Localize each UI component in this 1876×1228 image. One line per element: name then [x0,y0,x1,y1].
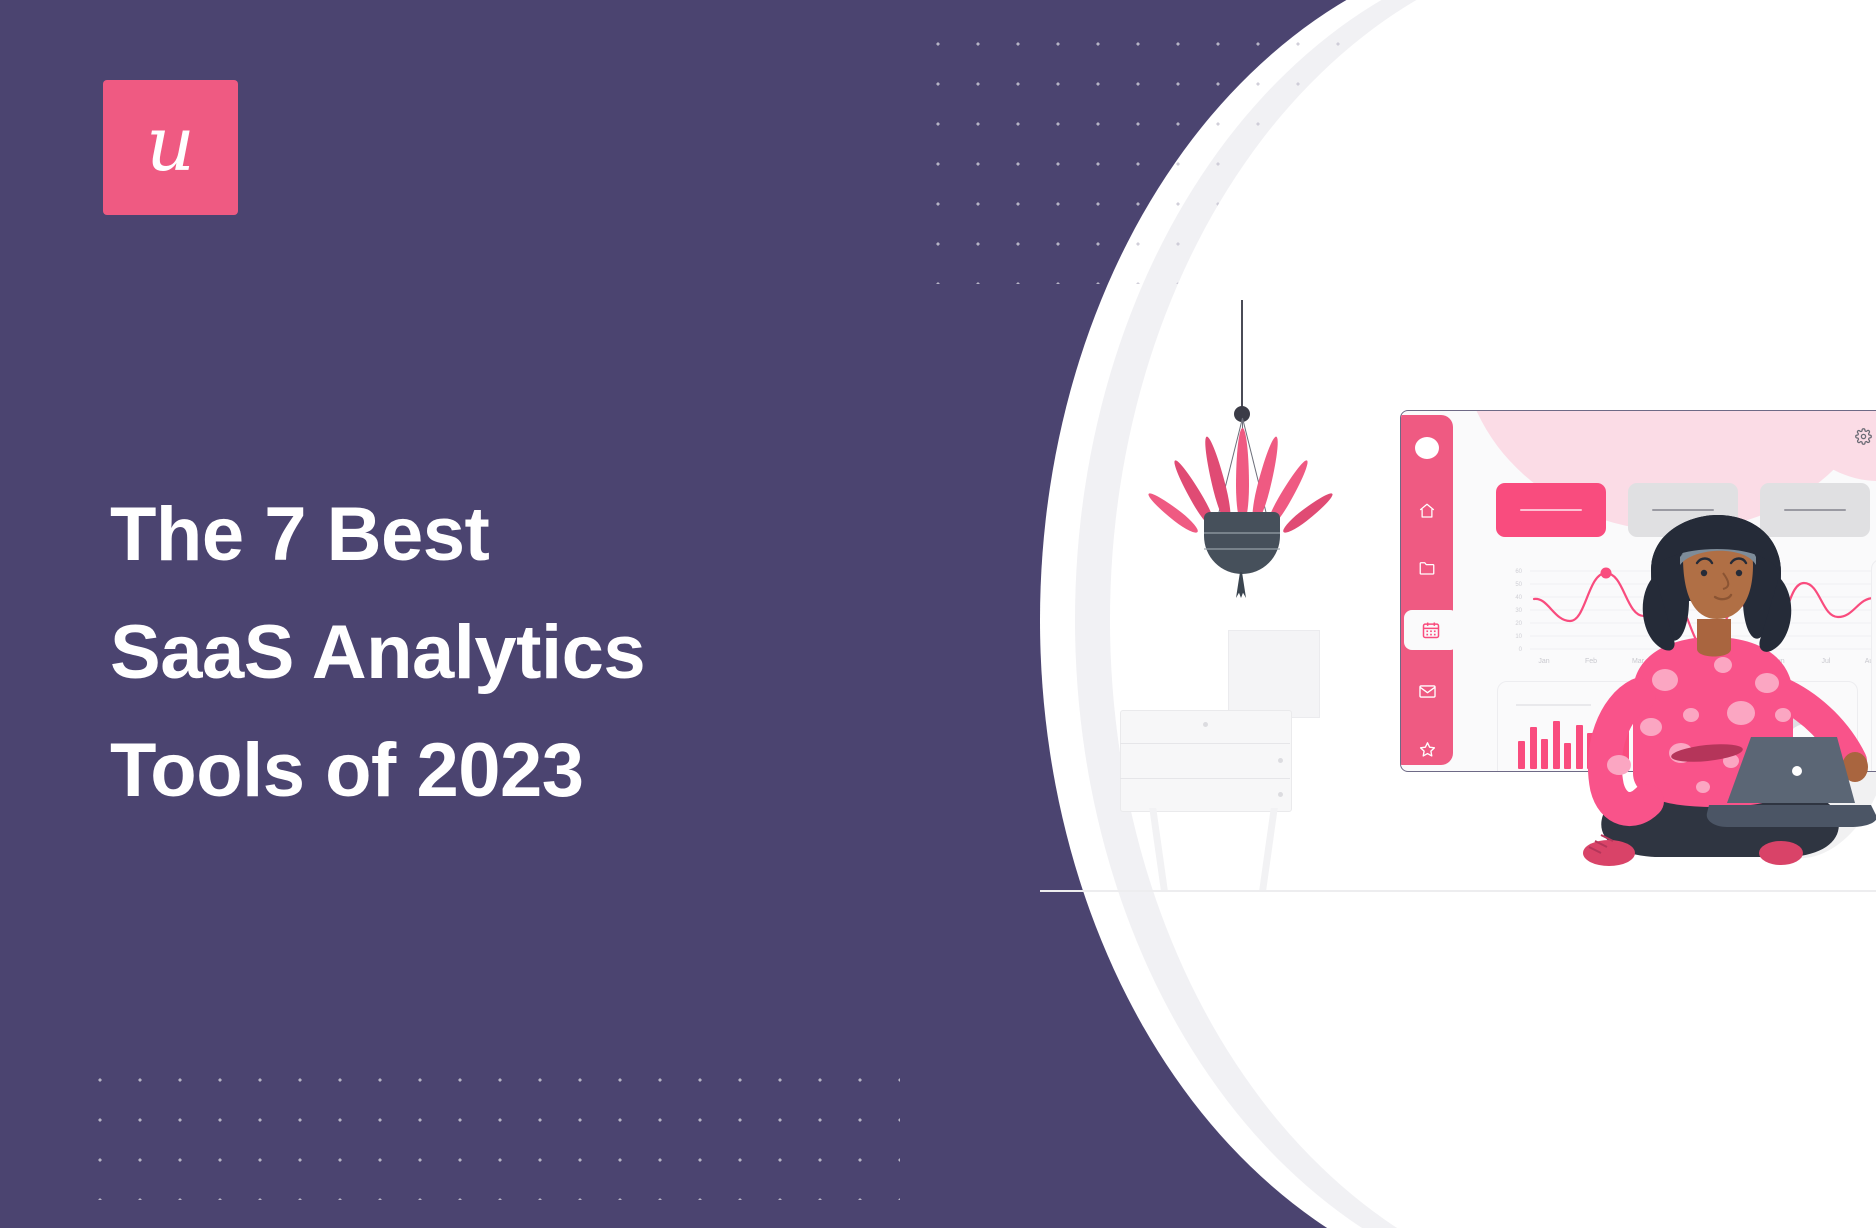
y-tick-30: 30 [1515,608,1522,614]
sideboard-divider-1 [1120,743,1290,744]
drawer-knob-3 [1278,792,1283,797]
logo-glyph: u [146,98,195,188]
plant-cord-knot [1234,406,1250,422]
pill-button-secondary-2[interactable] [1760,483,1870,537]
drawer-knob-1 [1203,722,1208,727]
person-shoe-left [1583,840,1635,866]
pill-placeholder-line [1784,509,1846,511]
person-neck [1697,619,1731,657]
sidebar-item-mail[interactable] [1410,676,1444,707]
person-eye-left [1700,569,1708,577]
pill-placeholder-line [1520,509,1582,511]
x-tick-feb: Feb [1585,658,1597,665]
sideboard-furniture [1120,710,1292,812]
laptop-base [1706,805,1876,827]
sideboard-divider-2 [1120,778,1290,779]
y-tick-50: 50 [1515,582,1522,588]
person-arm-right [1769,679,1867,777]
bar [1529,727,1537,769]
person-face-features [1695,557,1748,565]
x-tick-jul: Jul [1822,658,1831,665]
sidebar-item-files[interactable] [1410,552,1444,583]
dashboard-sidebar [1401,415,1458,765]
plant-hanging-cord [1241,300,1243,412]
y-tick-10: 10 [1515,634,1522,640]
bar [1564,743,1571,769]
avatar[interactable] [1415,437,1439,460]
bar [1541,739,1548,769]
sidebar-item-favorites[interactable] [1410,734,1444,765]
bar [1552,721,1560,769]
page-title-line-1: The 7 Best [110,491,490,577]
person-shoe-right [1759,841,1803,865]
page-title: The 7 Best SaaS Analytics Tools of 2023 [110,476,646,830]
plant-pot-band-2 [1204,548,1280,550]
bar [1621,717,1629,769]
gear-icon[interactable] [1855,427,1872,450]
person-nose [1722,572,1730,590]
sweater-fold [1671,744,1743,762]
hanging-plant [1145,300,1336,600]
brand-logo: u [103,80,238,215]
dot-pattern-bottom [80,1060,900,1200]
person-hand [1842,752,1868,782]
person-arm-left [1587,678,1664,826]
furniture-leg-left [1149,808,1168,890]
y-tick-40: 40 [1515,595,1522,601]
pill-button-primary[interactable] [1496,483,1606,537]
bar [1518,741,1525,769]
page-title-line-3: Tools of 2023 [110,727,584,813]
background-shelf [1228,630,1320,718]
pill-placeholder-line [1652,509,1714,511]
person-mouth [1713,593,1733,601]
line-chart-marker-peak [1600,567,1612,579]
plant-pot-band-1 [1204,532,1280,534]
furniture-leg-right [1259,808,1278,890]
sidebar-item-home[interactable] [1410,495,1444,526]
card-title-placeholder [1516,704,1591,706]
drawer-knob-2 [1278,758,1283,763]
plant-pot-tassel [1236,572,1246,598]
y-tick-0: 0 [1519,647,1523,653]
dashboard-pill-row [1496,483,1870,537]
person-with-laptop-illustration [1555,515,1876,890]
y-tick-20: 20 [1515,621,1522,627]
x-tick-mar: Mar [1632,658,1645,665]
page-title-line-2: SaaS Analytics [110,609,646,695]
laptop-logo-dot [1792,766,1802,776]
bar [1575,725,1583,769]
x-tick-jan: Jan [1538,658,1549,665]
laptop-screen [1727,737,1855,803]
shoe-laces [1588,834,1614,854]
person-eye-right [1735,569,1743,577]
person-hair-front [1651,515,1781,573]
plant-leaf-1 [1236,428,1249,524]
floor-line [1040,890,1876,892]
hero-illustration: 60 50 40 30 20 10 0 Jan Feb [1040,300,1876,940]
dashboard-toolbar [1855,425,1876,452]
x-tick-aug: Aug [1865,658,1876,665]
sidebar-item-calendar[interactable] [1404,609,1458,651]
plant-pot [1204,512,1280,574]
y-tick-60: 60 [1515,569,1522,575]
